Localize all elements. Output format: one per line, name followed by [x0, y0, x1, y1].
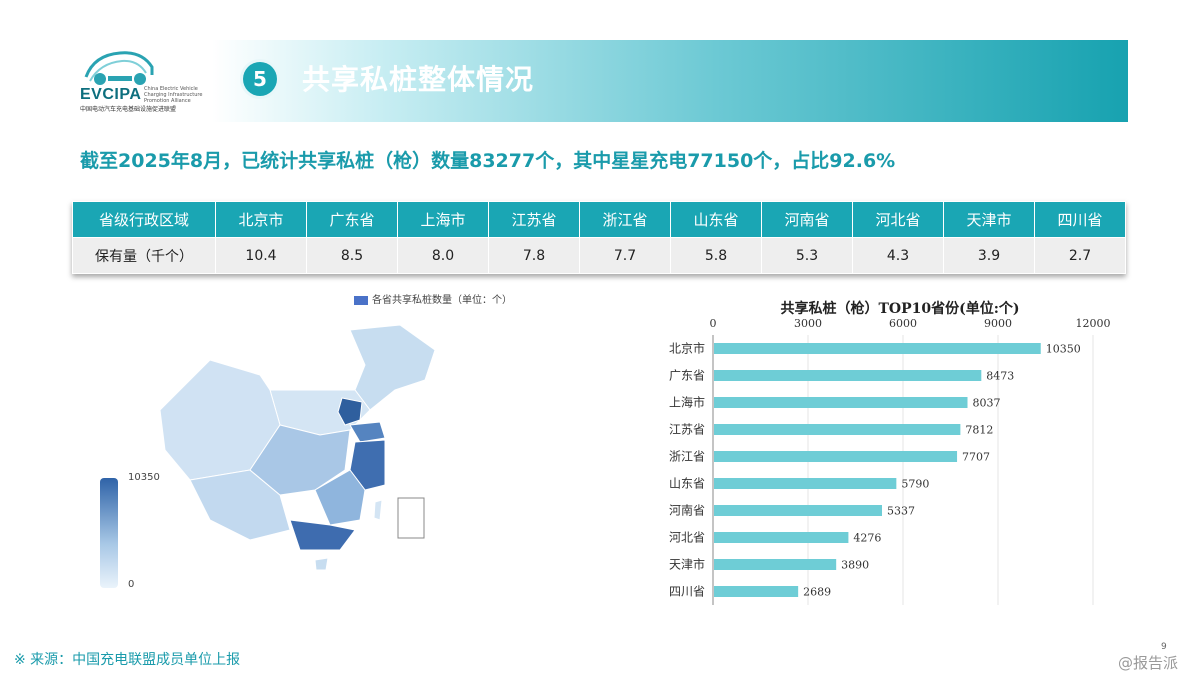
- chart-data-label: 5337: [887, 505, 915, 518]
- map-legend-swatch: [354, 295, 368, 305]
- table-value-cell: 3.9: [943, 237, 1035, 274]
- table-header-cell: 江苏省: [488, 201, 580, 238]
- evcipa-logo: [84, 51, 154, 85]
- chart-data-label: 7812: [965, 424, 993, 437]
- chart-bar: [714, 343, 1041, 354]
- table-value-cell: 5.8: [670, 237, 762, 274]
- table-value-cell: 4.3: [852, 237, 944, 274]
- chart-category-label: 北京市: [669, 341, 705, 356]
- chart-x-tick-label: 12000: [1076, 317, 1111, 330]
- chart-category-label: 山东省: [669, 477, 705, 491]
- table-header-cell: 四川省: [1034, 201, 1126, 238]
- map-region-central: [249, 424, 351, 496]
- chart-category-label: 浙江省: [669, 450, 705, 464]
- table-header-cell: 河北省: [852, 201, 944, 238]
- logo-chinese-name: 中国电动汽车充电基础设施促进联盟: [80, 106, 177, 113]
- table-value-cell: 7.7: [579, 237, 671, 274]
- chart-x-tick-label: 3000: [794, 317, 822, 330]
- table-value-cell: 2.7: [1034, 237, 1126, 274]
- table-header-cell: 河南省: [761, 201, 853, 238]
- chart-bar: [714, 586, 799, 597]
- chart-title: 共享私桩（枪）TOP10省份(单位:个): [780, 300, 1019, 317]
- south-china-sea-inset: [397, 497, 425, 539]
- logo-abbr: EVCIPA: [80, 86, 142, 103]
- map-region-jiangsu-shanghai-zhejiang: [349, 439, 386, 491]
- map-color-scale: [100, 478, 118, 588]
- map-region-guangdong: [289, 519, 356, 551]
- chart-category-label: 上海市: [669, 395, 705, 410]
- page-number: 9: [1161, 642, 1167, 652]
- chart-bar: [714, 559, 837, 570]
- chart-bar: [714, 397, 968, 408]
- table-header-cell: 广东省: [306, 201, 398, 238]
- table-header-cell: 上海市: [397, 201, 489, 238]
- section-number-badge: 5: [243, 62, 277, 96]
- table-header-cell: 山东省: [670, 201, 762, 238]
- chart-bar: [714, 424, 961, 435]
- map-region-south-east: [314, 469, 366, 526]
- chart-data-label: 7707: [962, 451, 990, 464]
- map-region-taiwan: [373, 499, 383, 521]
- chart-data-label: 3890: [841, 559, 869, 572]
- map-scale-max-label: 10350: [128, 472, 160, 483]
- header-band: [212, 40, 1128, 122]
- map-legend-label: 各省共享私桩数量（单位：个）: [372, 295, 512, 306]
- chart-category-label: 广东省: [669, 369, 705, 383]
- page-title: 共享私桩整体情况: [302, 63, 535, 96]
- china-choropleth-map: [159, 324, 436, 571]
- chart-data-label: 4276: [853, 532, 881, 545]
- chart-category-label: 河南省: [669, 503, 705, 518]
- chart-x-tick-label: 9000: [984, 317, 1012, 330]
- logo-english-name: China Electric Vehicle Charging Infrastr…: [144, 86, 203, 104]
- chart-category-label: 天津市: [669, 557, 705, 572]
- source-note: ※ 来源：中国充电联盟成员单位上报: [14, 652, 241, 668]
- chart-category-label: 河北省: [669, 531, 705, 545]
- watermark: @报告派: [1118, 654, 1179, 672]
- chart-category-label: 四川省: [669, 585, 705, 599]
- chart-bar: [714, 478, 897, 489]
- chart-category-label: 江苏省: [669, 423, 705, 437]
- chart-bar: [714, 505, 883, 516]
- chart-bar: [714, 370, 982, 381]
- table-header-cell: 天津市: [943, 201, 1035, 238]
- chart-bar: [714, 532, 849, 543]
- table-value-row-label: 保有量（千个）: [72, 237, 216, 274]
- map-region-beijing-hebei: [337, 397, 363, 426]
- map-region-hainan: [314, 557, 329, 571]
- table-value-cell: 8.0: [397, 237, 489, 274]
- table-value-cell: 10.4: [215, 237, 307, 274]
- table-header-cell: 北京市: [215, 201, 307, 238]
- chart-bar: [714, 451, 958, 462]
- chart-x-tick-label: 0: [710, 317, 717, 330]
- chart-data-label: 8037: [973, 397, 1001, 410]
- province-table: 省级行政区域 北京市 广东省 上海市 江苏省 浙江省 山东省 河南省 河北省 天…: [72, 201, 1126, 274]
- map-legend: 各省共享私桩数量（单位：个）: [354, 291, 512, 306]
- table-value-cell: 8.5: [306, 237, 398, 274]
- map-region-north-east: [349, 324, 436, 411]
- map-scale-min-label: 0: [128, 579, 135, 590]
- summary-text: 截至2025年8月，已统计共享私桩（枪）数量83277个，其中星星充电77150…: [80, 150, 896, 172]
- chart-data-label: 5790: [901, 478, 929, 491]
- table-value-cell: 7.8: [488, 237, 580, 274]
- table-header-cell: 浙江省: [579, 201, 671, 238]
- chart-data-label: 8473: [986, 370, 1014, 383]
- table-value-cell: 5.3: [761, 237, 853, 274]
- table-row-header-label: 省级行政区域: [72, 201, 216, 238]
- chart-data-label: 10350: [1046, 343, 1081, 356]
- chart-x-tick-label: 6000: [889, 317, 917, 330]
- table-header-row: 省级行政区域 北京市 广东省 上海市 江苏省 浙江省 山东省 河南省 河北省 天…: [72, 201, 1126, 238]
- map-region-shandong: [349, 421, 386, 443]
- table-value-row: 保有量（千个） 10.4 8.5 8.0 7.8 7.7 5.8 5.3 4.3…: [72, 237, 1126, 274]
- top10-bar-chart: 共享私桩（枪）TOP10省份(单位:个) 0 3000 6000 9000 12000 北…: [669, 300, 1111, 605]
- chart-data-label: 2689: [803, 586, 831, 599]
